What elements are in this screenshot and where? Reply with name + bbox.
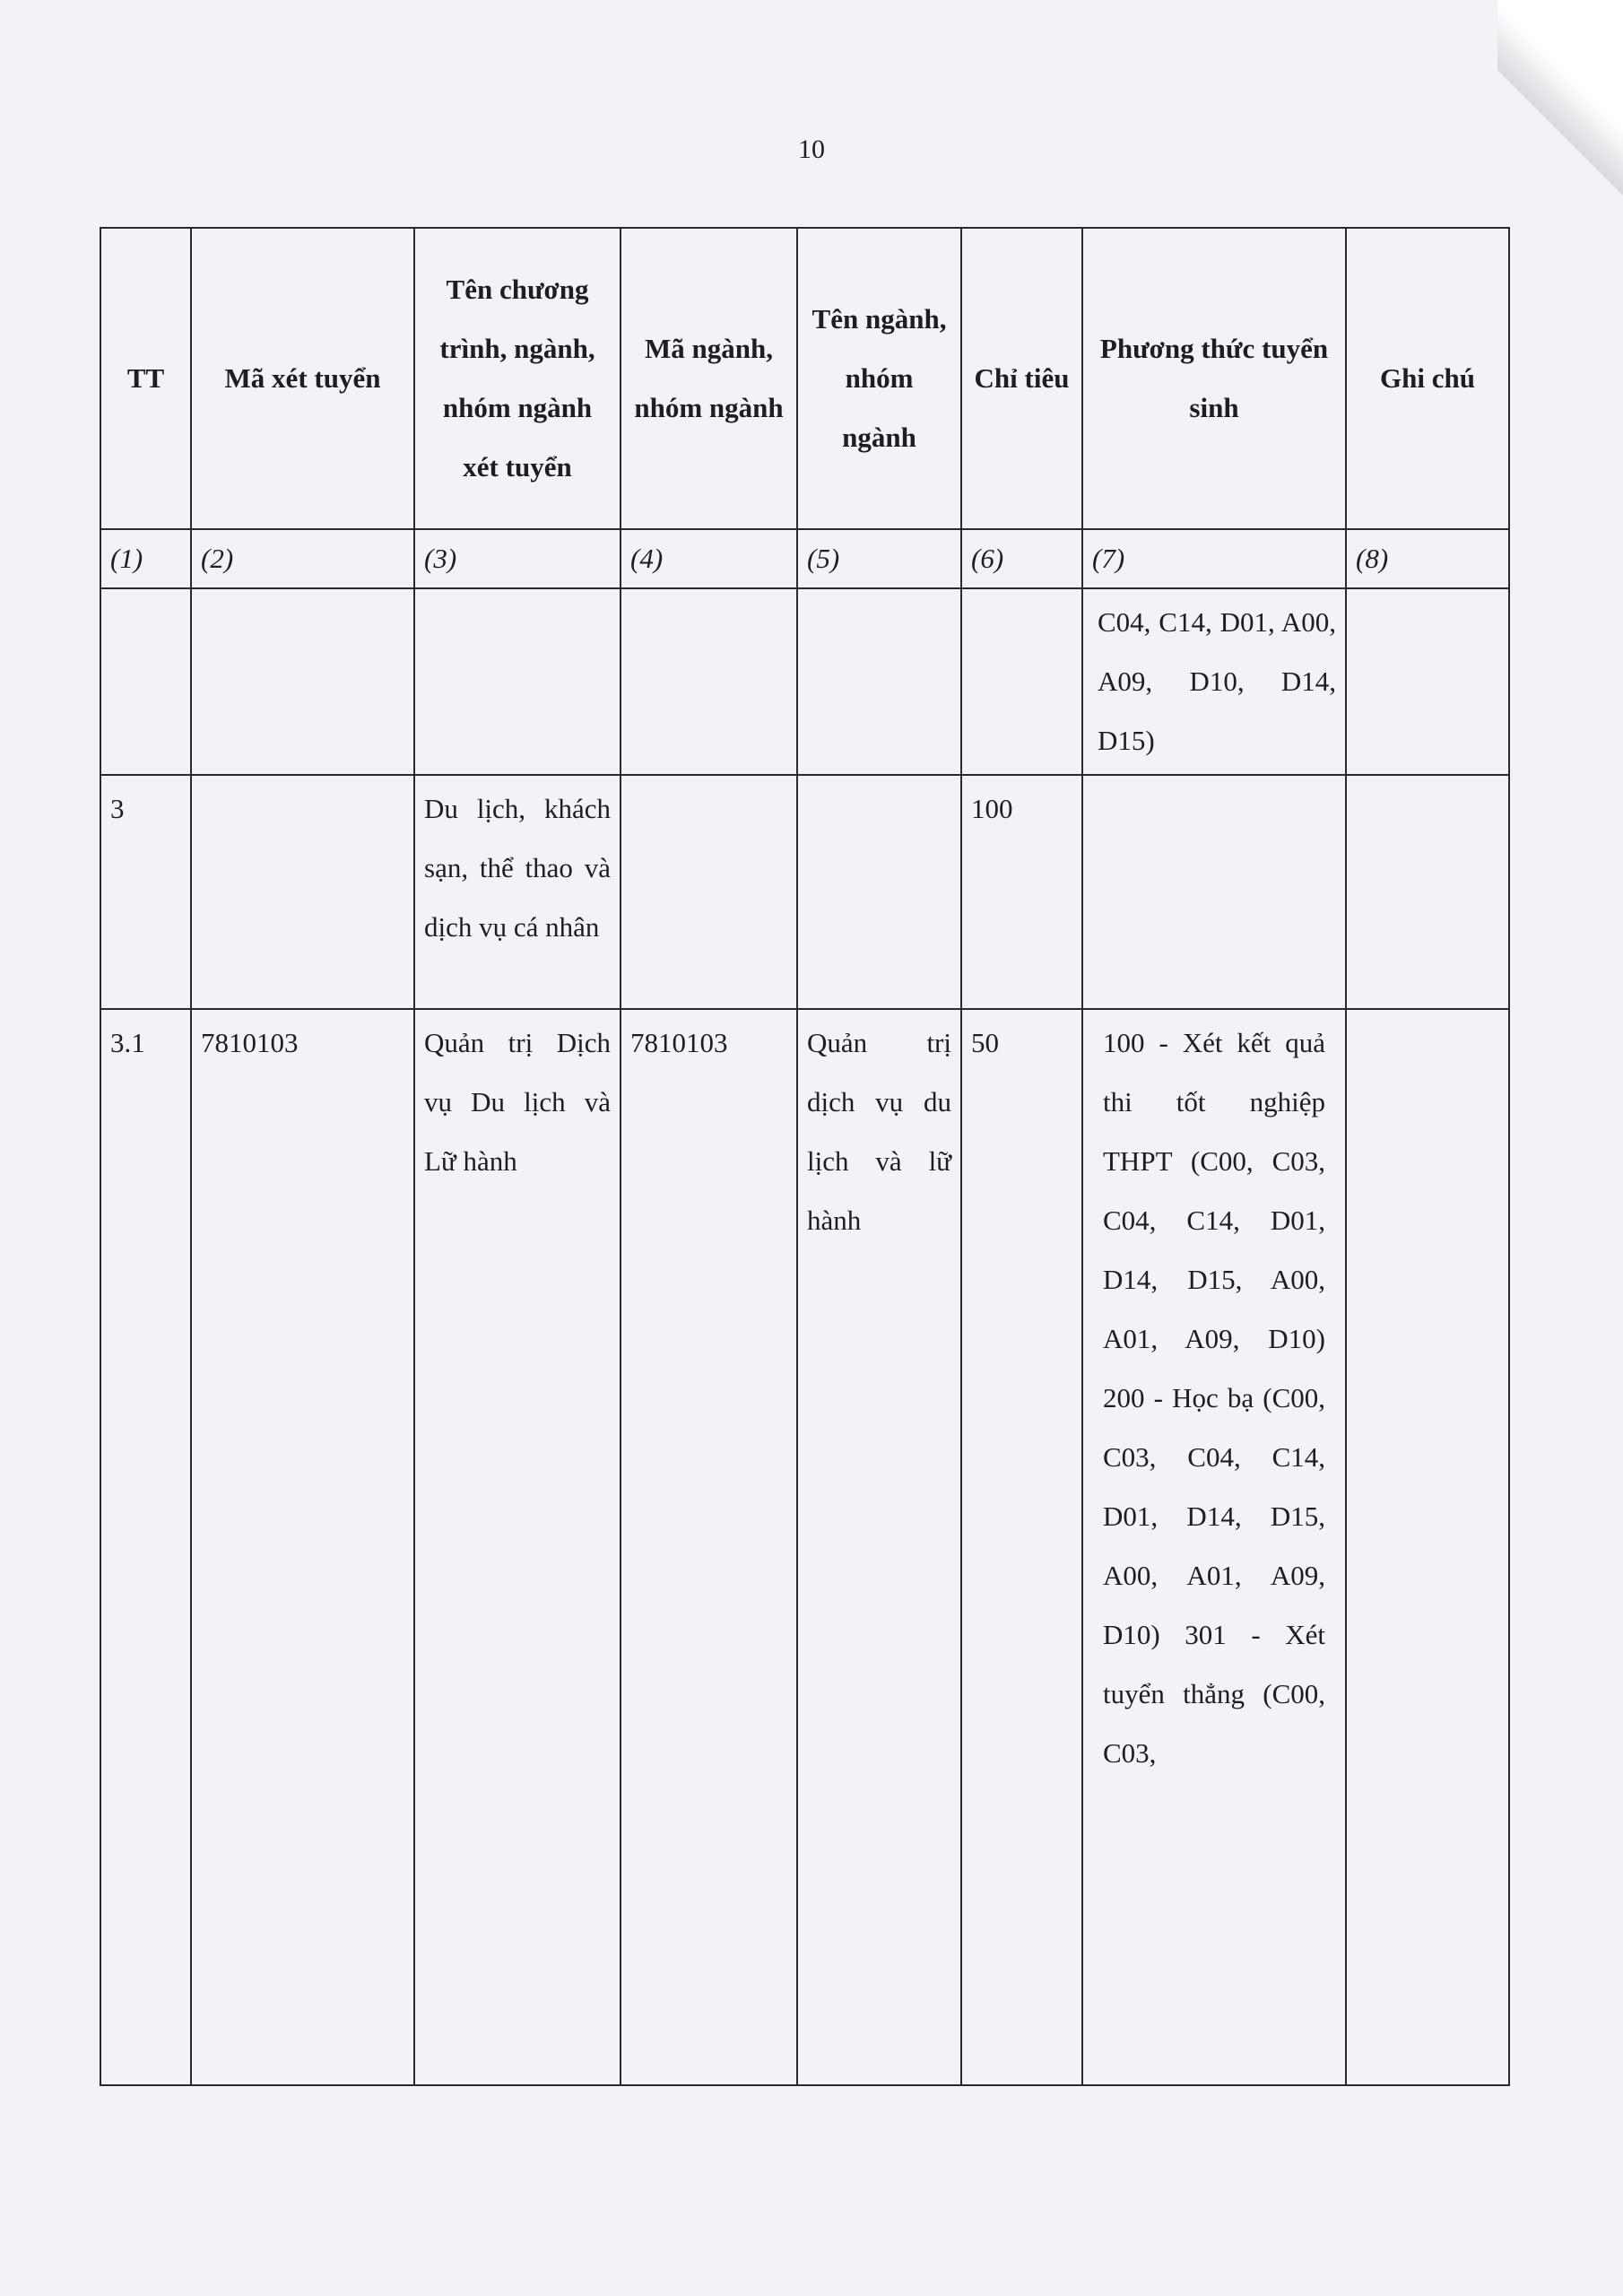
cell: 100 - Xét kết quả thi tốt nghiệp THPT (C…: [1081, 1008, 1347, 2086]
header-tt: TT: [100, 227, 192, 530]
cell: [100, 587, 192, 776]
cell: [796, 774, 962, 1010]
header-ten-nganh: Tên ngành, nhóm ngành: [796, 227, 962, 530]
cell: [620, 587, 798, 776]
table-row: 3 Du lịch, khách sạn, thể thao và dịch v…: [100, 774, 1510, 1010]
page-number: 10: [798, 135, 825, 164]
header-ten-chuong-trinh: Tên chương trình, ngành, nhóm ngành xét …: [413, 227, 621, 530]
column-number: (3): [413, 528, 621, 589]
cell: [190, 774, 415, 1010]
cell: [1081, 774, 1347, 1010]
column-number: (8): [1345, 528, 1510, 589]
cell: Quản trị dịch vụ du lịch và lữ hành: [796, 1008, 962, 2086]
cell: C04, C14, D01, A00, A09, D10, D14, D15): [1081, 587, 1347, 776]
cell: 7810103: [190, 1008, 415, 2086]
header-ghi-chu: Ghi chú: [1345, 227, 1510, 530]
cell: 3.1: [100, 1008, 192, 2086]
cell: 7810103: [620, 1008, 798, 2086]
admission-table: TT Mã xét tuyển Tên chương trình, ngành,…: [100, 227, 1510, 2086]
header-row: TT Mã xét tuyển Tên chương trình, ngành,…: [100, 227, 1510, 530]
cell: 3: [100, 774, 192, 1010]
column-number: (1): [100, 528, 192, 589]
column-number: (7): [1081, 528, 1347, 589]
cell: [960, 587, 1083, 776]
cell: [1345, 774, 1510, 1010]
header-ma-xet-tuyen: Mã xét tuyển: [190, 227, 415, 530]
cell: Quản trị Dịch vụ Du lịch và Lữ hành: [413, 1008, 621, 2086]
table-row: C04, C14, D01, A00, A09, D10, D14, D15): [100, 587, 1510, 776]
table-row: 3.1 7810103 Quản trị Dịch vụ Du lịch và …: [100, 1008, 1510, 2086]
cell: [413, 587, 621, 776]
cell: [1345, 587, 1510, 776]
cell: [190, 587, 415, 776]
cell: [620, 774, 798, 1010]
page-fold-shadow: [1497, 0, 1623, 197]
header-ma-nganh: Mã ngành, nhóm ngành: [620, 227, 798, 530]
header-chi-tieu: Chỉ tiêu: [960, 227, 1083, 530]
cell: [1345, 1008, 1510, 2086]
column-number: (4): [620, 528, 798, 589]
column-number-row: (1) (2) (3) (4) (5) (6) (7) (8): [100, 528, 1510, 589]
cell: Du lịch, khách sạn, thể thao và dịch vụ …: [413, 774, 621, 1010]
column-number: (2): [190, 528, 415, 589]
column-number: (5): [796, 528, 962, 589]
cell: 100: [960, 774, 1083, 1010]
cell: 50: [960, 1008, 1083, 2086]
header-phuong-thuc: Phương thức tuyển sinh: [1081, 227, 1347, 530]
cell: [796, 587, 962, 776]
column-number: (6): [960, 528, 1083, 589]
